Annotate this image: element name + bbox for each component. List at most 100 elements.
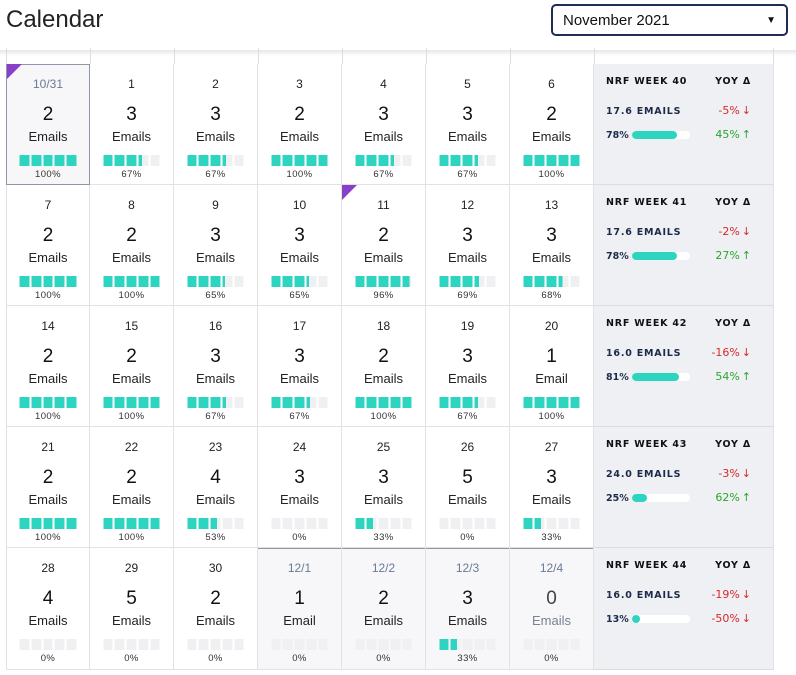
day-cell[interactable]: 12/3 3 Emails 33% [426, 548, 510, 670]
completion-bar-segment [198, 518, 209, 529]
day-cell[interactable]: 29 5 Emails 0% [90, 548, 174, 670]
day-cell[interactable]: 4 3 Emails 67% [342, 64, 426, 185]
day-email-count: 2 [294, 104, 305, 125]
completion-bar [271, 397, 328, 408]
yoy-header: YOY Δ [715, 197, 751, 208]
day-date: 22 [124, 440, 139, 454]
week-email-average: 17.6 EMAILS [606, 106, 682, 117]
day-cell[interactable]: 10 3 Emails 65% [258, 185, 342, 306]
day-cell[interactable]: 18 2 Emails 100% [342, 306, 426, 427]
completion-bar-segment [43, 276, 53, 287]
completion-bar [19, 639, 77, 650]
day-date: 12 [460, 198, 475, 212]
day-cell[interactable]: 24 3 Emails 0% [258, 427, 342, 548]
day-completion-percent: 100% [118, 532, 145, 543]
day-email-count: 3 [462, 104, 473, 125]
completion-yoy-delta: -50% ↓ [711, 612, 751, 625]
day-cell[interactable]: 21 2 Emails 100% [6, 427, 90, 548]
day-email-label: Emails [111, 250, 151, 265]
completion-yoy-delta-value: 45% [715, 128, 740, 141]
caret-down-icon: ▼ [766, 14, 776, 26]
completion-bar-segment [282, 639, 293, 650]
day-cell[interactable]: 1 3 Emails 67% [90, 64, 174, 185]
day-email-count: 1 [546, 346, 557, 367]
completion-bar-segment [306, 639, 317, 650]
completion-bar-segment [234, 397, 244, 408]
day-cell[interactable]: 20 1 Email 100% [510, 306, 594, 427]
day-cell[interactable]: 12/2 2 Emails 0% [342, 548, 426, 670]
day-cell[interactable]: 12/1 1 Email 0% [258, 548, 342, 670]
day-cell[interactable]: 14 2 Emails 100% [6, 306, 90, 427]
completion-bar [187, 639, 244, 650]
completion-bar-segment [558, 518, 569, 529]
week-summary: NRF WEEK 40 YOY Δ 17.6 EMAILS -5% ↓ 78% 45% ↑ [594, 64, 774, 185]
day-completion-percent: 100% [35, 290, 61, 301]
completion-bar-segment [306, 397, 317, 408]
day-completion-percent: 67% [205, 411, 226, 422]
day-completion-percent: 67% [373, 169, 394, 180]
day-cell[interactable]: 19 3 Emails 67% [426, 306, 510, 427]
completion-bar-segment [570, 397, 580, 408]
day-cell[interactable]: 2 3 Emails 67% [174, 64, 258, 185]
completion-bar-segment [138, 518, 149, 529]
day-date: 18 [376, 319, 391, 333]
completion-bar-segment [66, 155, 77, 166]
day-email-count: 1 [294, 588, 305, 609]
arrow-down-icon: ↓ [741, 346, 751, 359]
completion-bar-segment [546, 155, 557, 166]
week-completion-percent: 81% [606, 372, 629, 383]
arrow-down-icon: ↓ [741, 104, 751, 117]
completion-bar-segment [282, 518, 293, 529]
completion-bar [187, 518, 244, 529]
day-date: 12/4 [539, 561, 564, 575]
day-cell[interactable]: 23 4 Emails 53% [174, 427, 258, 548]
day-cell[interactable]: 3 2 Emails 100% [258, 64, 342, 185]
completion-bar-segment [150, 639, 160, 650]
day-completion-percent: 100% [286, 169, 313, 180]
completion-bar [439, 155, 496, 166]
day-cell[interactable]: 16 3 Emails 67% [174, 306, 258, 427]
completion-bar-segment [126, 639, 137, 650]
day-cell[interactable]: 25 3 Emails 33% [342, 427, 426, 548]
completion-bar-segment [210, 397, 221, 408]
completion-bar-segment [534, 639, 545, 650]
day-date: 9 [212, 198, 219, 212]
completion-bar-segment [210, 518, 221, 529]
week-completion-percent: 78% [606, 130, 629, 141]
completion-bar [103, 276, 160, 287]
day-cell[interactable]: 7 2 Emails 100% [6, 185, 90, 306]
day-cell[interactable]: 5 3 Emails 67% [426, 64, 510, 185]
month-select[interactable]: November 2021 ▼ [551, 4, 788, 36]
day-cell[interactable]: 17 3 Emails 67% [258, 306, 342, 427]
completion-bar-segment [378, 155, 389, 166]
day-cell[interactable]: 22 2 Emails 100% [90, 427, 174, 548]
day-cell[interactable]: 12/4 0 Emails 0% [510, 548, 594, 670]
day-date: 3 [296, 77, 303, 91]
day-date: 2 [212, 77, 219, 91]
day-completion-percent: 0% [292, 532, 307, 543]
day-cell[interactable]: 6 2 Emails 100% [510, 64, 594, 185]
completion-bar-segment [138, 155, 149, 166]
day-cell[interactable]: 30 2 Emails 0% [174, 548, 258, 670]
day-cell[interactable]: 13 3 Emails 68% [510, 185, 594, 306]
completion-bar-segment [294, 155, 305, 166]
day-cell[interactable]: 8 2 Emails 100% [90, 185, 174, 306]
day-cell[interactable]: 10/31 2 Emails 100% [6, 64, 90, 185]
day-cell[interactable]: 12 3 Emails 69% [426, 185, 510, 306]
completion-bar-segment [534, 276, 545, 287]
completion-bar-segment [282, 397, 293, 408]
completion-bar-segment [450, 639, 461, 650]
day-completion-percent: 0% [208, 653, 223, 664]
day-date: 14 [41, 319, 55, 333]
completion-bar-segment [271, 276, 281, 287]
day-cell[interactable]: 28 4 Emails 0% [6, 548, 90, 670]
completion-bar-segment [282, 276, 293, 287]
day-email-label: Emails [279, 492, 319, 507]
week-label: NRF WEEK 41 [606, 197, 688, 208]
completion-bar-segment [306, 155, 317, 166]
day-cell[interactable]: 15 2 Emails 100% [90, 306, 174, 427]
day-cell[interactable]: 9 3 Emails 65% [174, 185, 258, 306]
day-cell[interactable]: 26 5 Emails 0% [426, 427, 510, 548]
day-cell[interactable]: 11 2 Emails 96% [342, 185, 426, 306]
day-cell[interactable]: 27 3 Emails 33% [510, 427, 594, 548]
